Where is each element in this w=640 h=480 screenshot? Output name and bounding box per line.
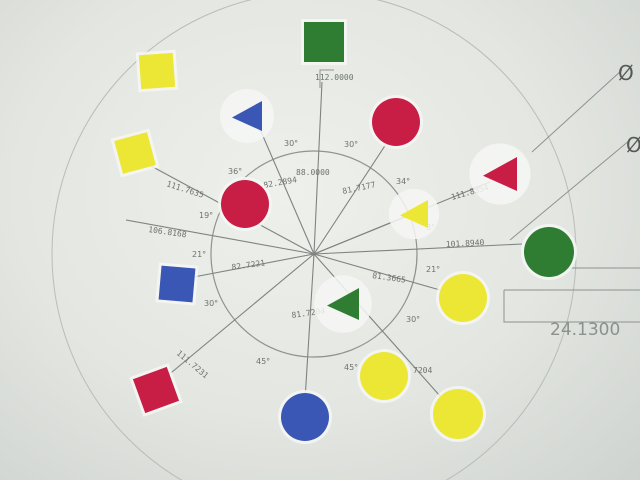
leader-line: [159, 253, 315, 383]
leader-line: [313, 81, 323, 255]
yellow-circle-marker: [357, 349, 411, 403]
dimension-label: 111.7635: [165, 179, 205, 200]
red-square-marker: [129, 363, 183, 417]
angle-label: 30°: [406, 315, 420, 324]
dimension-leader: [319, 69, 334, 88]
leader-line: [125, 219, 315, 255]
dimension-label: 101.8940: [446, 238, 485, 249]
red-circle-marker: [218, 177, 272, 231]
angle-label: 34°: [396, 177, 410, 186]
yellow-circle-marker: [430, 386, 486, 442]
dimension-label: 111.7231: [175, 349, 210, 381]
green-square-marker: [301, 19, 347, 65]
red-circle-marker: [369, 95, 423, 149]
dimension-label: 81.7177: [342, 180, 377, 196]
angle-label: 45°: [344, 363, 358, 372]
inner-circle: [210, 150, 418, 358]
yellow-triangle-marker: [388, 188, 440, 240]
angle-label: 30°: [344, 140, 358, 149]
leader-line: [313, 253, 441, 291]
angle-label: 30°: [284, 139, 298, 148]
edge-line: [531, 69, 623, 153]
angle-label: 36°: [228, 167, 242, 176]
yellow-square-marker: [135, 49, 179, 93]
edge-line: [509, 139, 631, 241]
diameter-symbol: Ø: [626, 133, 640, 157]
leader-line: [313, 243, 523, 255]
markers-layer: [110, 19, 577, 444]
dimension-label: 82.7221: [231, 258, 266, 272]
angle-label: 21°: [192, 250, 206, 259]
green-triangle-marker: [314, 275, 372, 333]
yellow-square-marker: [110, 128, 160, 178]
blue-square-marker: [155, 262, 199, 306]
diameter-symbol: Ø: [618, 61, 634, 85]
leader-line: [313, 137, 391, 255]
green-circle-marker: [521, 224, 577, 280]
blue-triangle-marker: [220, 89, 274, 143]
angle-label: 19°: [199, 211, 213, 220]
dimension-label: 88.0000: [296, 168, 330, 177]
dimension-label: 112.0000: [315, 73, 354, 82]
angle-label: 30°: [204, 299, 218, 308]
angle-label: 45°: [256, 357, 270, 366]
angle-label: 21°: [426, 265, 440, 274]
leader-line: [177, 253, 315, 281]
leader-line: [255, 119, 315, 255]
yellow-circle-marker: [436, 271, 490, 325]
dimension-label: 7204: [413, 366, 432, 375]
leader-line: [304, 253, 315, 401]
red-triangle-marker: [469, 143, 531, 205]
dimension-label-large: 24.1300: [550, 320, 620, 340]
blue-circle-marker: [278, 390, 332, 444]
dimension-label: 81.3665: [372, 271, 407, 285]
dimension-frame: [503, 290, 640, 323]
dimension-label: 106.8168: [148, 225, 188, 239]
dimension-label: 82.2894: [263, 175, 298, 190]
edge-lines: [319, 69, 640, 323]
